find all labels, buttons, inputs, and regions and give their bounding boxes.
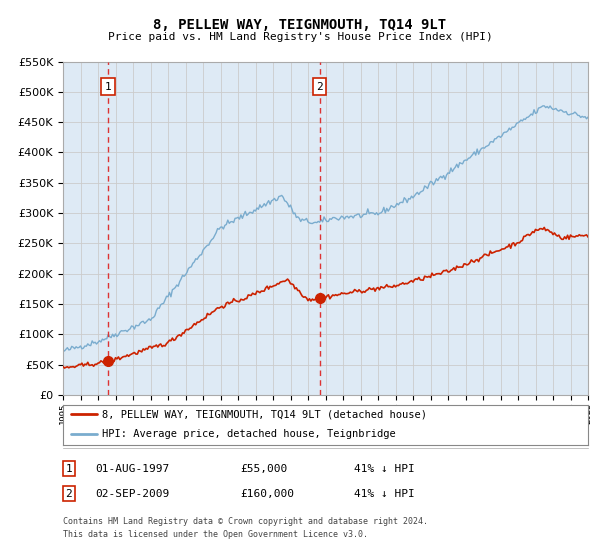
Text: HPI: Average price, detached house, Teignbridge: HPI: Average price, detached house, Teig…	[103, 429, 396, 439]
Text: 2: 2	[65, 489, 73, 499]
Text: 8, PELLEW WAY, TEIGNMOUTH, TQ14 9LT (detached house): 8, PELLEW WAY, TEIGNMOUTH, TQ14 9LT (det…	[103, 409, 427, 419]
Text: This data is licensed under the Open Government Licence v3.0.: This data is licensed under the Open Gov…	[63, 530, 368, 539]
Text: 41% ↓ HPI: 41% ↓ HPI	[354, 464, 415, 474]
Text: Price paid vs. HM Land Registry's House Price Index (HPI): Price paid vs. HM Land Registry's House …	[107, 32, 493, 43]
Text: £160,000: £160,000	[240, 489, 294, 499]
Text: 41% ↓ HPI: 41% ↓ HPI	[354, 489, 415, 499]
Text: 8, PELLEW WAY, TEIGNMOUTH, TQ14 9LT: 8, PELLEW WAY, TEIGNMOUTH, TQ14 9LT	[154, 18, 446, 32]
Text: £55,000: £55,000	[240, 464, 287, 474]
Text: 2: 2	[316, 82, 323, 92]
Text: 01-AUG-1997: 01-AUG-1997	[95, 464, 169, 474]
Text: 1: 1	[105, 82, 112, 92]
Text: 02-SEP-2009: 02-SEP-2009	[95, 489, 169, 499]
Text: 1: 1	[65, 464, 73, 474]
Text: Contains HM Land Registry data © Crown copyright and database right 2024.: Contains HM Land Registry data © Crown c…	[63, 517, 428, 526]
